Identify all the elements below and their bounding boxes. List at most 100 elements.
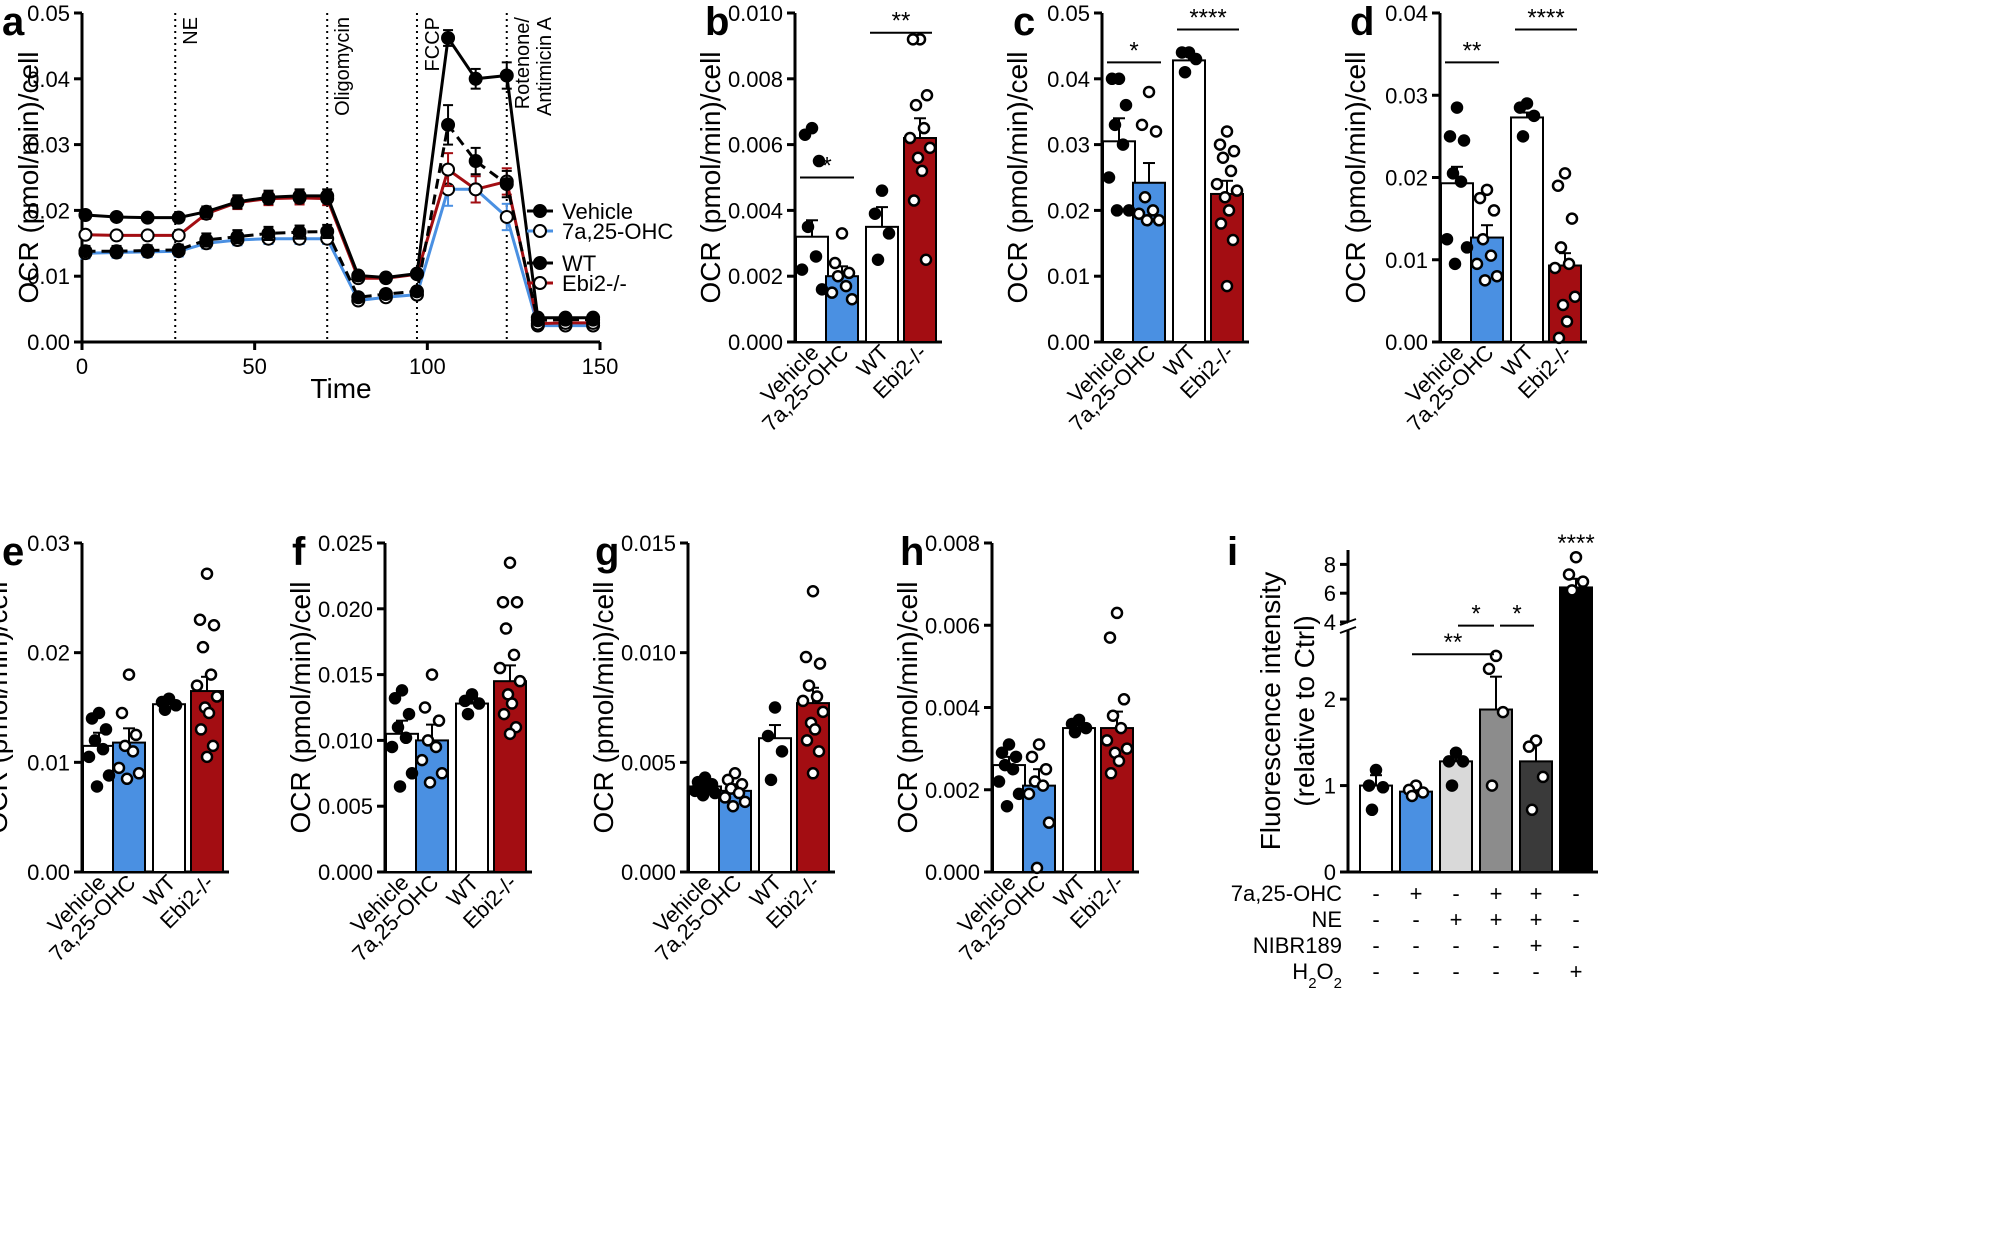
c-data-point bbox=[1213, 138, 1227, 151]
i-treatment-sign: - bbox=[1412, 907, 1419, 932]
e-data-point bbox=[126, 745, 140, 758]
a-data-point bbox=[468, 154, 483, 169]
b-data-point bbox=[920, 89, 934, 102]
d-data-point bbox=[1480, 183, 1494, 197]
d-data-point bbox=[1565, 212, 1579, 225]
g-data-point bbox=[764, 773, 778, 787]
e-data-point bbox=[96, 742, 110, 756]
a-legend-label: 7a,25-OHC bbox=[562, 219, 673, 244]
c-bar bbox=[1172, 59, 1206, 343]
a-x-tick-label: 150 bbox=[582, 354, 619, 379]
i-treatment-sign: + bbox=[1490, 907, 1503, 932]
b-data-point bbox=[839, 279, 853, 293]
i-data-point bbox=[1369, 763, 1383, 777]
c-data-point bbox=[1220, 279, 1234, 293]
b-data-point bbox=[923, 141, 937, 155]
e-bar bbox=[82, 744, 116, 874]
a-data-point bbox=[378, 286, 393, 301]
g-data-point bbox=[796, 694, 810, 708]
a-injection-label: FCCP bbox=[422, 17, 444, 71]
i-data-point bbox=[1569, 550, 1583, 564]
i-y-tick-label: 4 bbox=[1324, 610, 1336, 635]
h-data-point bbox=[1039, 762, 1053, 776]
g-y-tick-label: 0.010 bbox=[621, 641, 676, 666]
i-data-point bbox=[1496, 705, 1510, 719]
h-data-point bbox=[1110, 606, 1124, 620]
g-data-point bbox=[775, 745, 789, 758]
f-data-point bbox=[388, 692, 402, 705]
c-data-point bbox=[1227, 144, 1241, 158]
e-data-point bbox=[207, 619, 221, 632]
h-data-point bbox=[1002, 738, 1016, 751]
h-data-point bbox=[1042, 816, 1056, 829]
b-data-point bbox=[868, 207, 882, 220]
a-x-axis-label: Time bbox=[310, 373, 371, 404]
i-treatment-sign: - bbox=[1572, 933, 1579, 958]
h-y-axis-label: OCR (pmol/min)/cell bbox=[892, 581, 923, 833]
c-data-point bbox=[1122, 204, 1136, 217]
a-data-point bbox=[171, 242, 186, 257]
c-data-point bbox=[1102, 171, 1116, 184]
d-y-tick-label: 0.04 bbox=[1385, 1, 1428, 26]
a-data-point bbox=[171, 228, 186, 243]
c-data-point bbox=[1105, 72, 1119, 86]
i-sig-label: * bbox=[1471, 601, 1480, 628]
a-data-point bbox=[109, 228, 124, 243]
a-data-point bbox=[499, 209, 514, 224]
g-data-point bbox=[800, 734, 814, 747]
a-data-point bbox=[468, 182, 483, 197]
b-data-point bbox=[795, 263, 809, 276]
d-data-point bbox=[1568, 290, 1582, 304]
a-data-point bbox=[441, 117, 456, 132]
a-legend-marker bbox=[533, 256, 547, 270]
c-data-point bbox=[1210, 177, 1224, 191]
g-y-tick-label: 0.005 bbox=[621, 750, 676, 775]
d-bar bbox=[1510, 116, 1544, 343]
d-data-point bbox=[1513, 101, 1527, 114]
e-data-point bbox=[158, 703, 172, 716]
e-y-tick-label: 0.02 bbox=[27, 641, 70, 666]
i-treatment-sign: - bbox=[1492, 959, 1499, 984]
f-data-point bbox=[505, 697, 519, 710]
a-data-point bbox=[78, 208, 93, 223]
g-data-point bbox=[718, 791, 732, 804]
i-treatment-sign: + bbox=[1410, 881, 1423, 906]
h-y-tick-label: 0.002 bbox=[925, 778, 980, 803]
a-data-point bbox=[320, 188, 335, 203]
g-data-point bbox=[806, 767, 820, 780]
a-data-point bbox=[441, 31, 456, 46]
b-data-point bbox=[815, 283, 829, 296]
a-data-point bbox=[320, 224, 335, 239]
a-injection-label: Rotenone/ bbox=[512, 17, 534, 110]
a-data-point bbox=[140, 243, 155, 258]
panel-letter-f: f bbox=[292, 530, 306, 574]
d-y-tick-label: 0.00 bbox=[1385, 330, 1428, 355]
a-data-point bbox=[351, 268, 366, 283]
f-bar bbox=[493, 680, 527, 873]
f-data-point bbox=[399, 731, 413, 745]
a-data-point bbox=[261, 190, 276, 205]
h-data-point bbox=[1112, 754, 1126, 768]
a-data-point bbox=[199, 204, 214, 219]
e-data-point bbox=[88, 734, 102, 747]
f-data-point bbox=[423, 776, 437, 789]
g-data-point bbox=[738, 795, 752, 809]
f-y-tick-label: 0.015 bbox=[318, 663, 373, 688]
h-y-tick-label: 0.000 bbox=[925, 860, 980, 885]
b-data-point bbox=[835, 227, 849, 240]
b-data-point bbox=[798, 128, 812, 141]
d-data-point bbox=[1556, 298, 1570, 312]
f-y-tick-label: 0.000 bbox=[318, 860, 373, 885]
a-data-point bbox=[558, 310, 573, 325]
g-data-point bbox=[726, 799, 740, 813]
a-injection-label: Oligomycin bbox=[332, 17, 354, 116]
e-data-point bbox=[206, 739, 220, 753]
i-y-axis-label: Fluorescence intensity bbox=[1255, 572, 1286, 851]
a-data-point bbox=[109, 209, 124, 224]
c-data-point bbox=[1230, 184, 1244, 197]
i-data-point bbox=[1456, 755, 1470, 768]
f-y-axis-label: OCR (pmol/min)/cell bbox=[285, 581, 316, 833]
a-data-point bbox=[499, 177, 514, 192]
e-data-point bbox=[202, 706, 216, 720]
